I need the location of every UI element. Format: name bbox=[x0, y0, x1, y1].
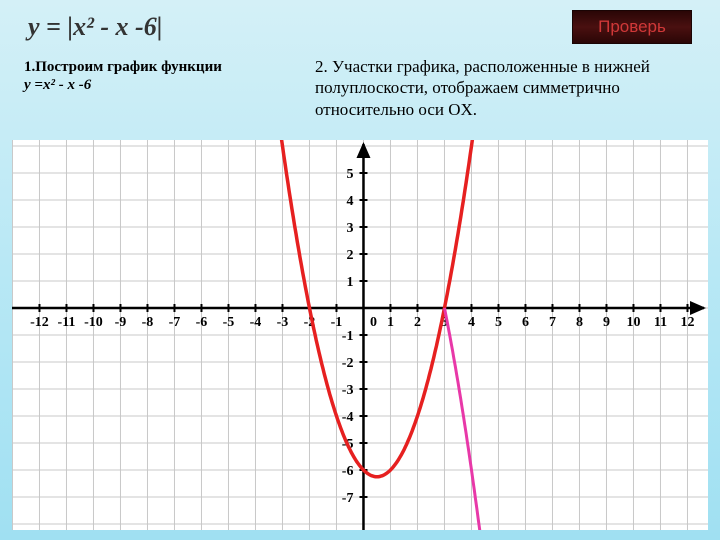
svg-text:3: 3 bbox=[346, 221, 353, 236]
svg-text:11: 11 bbox=[654, 315, 667, 330]
svg-text:5: 5 bbox=[495, 315, 502, 330]
svg-text:9: 9 bbox=[603, 315, 610, 330]
step1-prefix: 1.Построим график функции bbox=[24, 59, 222, 75]
main-formula: y = |x² - x -6| bbox=[28, 12, 162, 42]
svg-text:8: 8 bbox=[576, 315, 583, 330]
svg-text:0: 0 bbox=[370, 315, 377, 330]
chart-area: -12-11-10-9-8-7-6-5-4-3-2-11234567891011… bbox=[12, 140, 708, 530]
svg-text:-5: -5 bbox=[223, 315, 235, 330]
parabola-chart: -12-11-10-9-8-7-6-5-4-3-2-11234567891011… bbox=[12, 140, 708, 530]
svg-text:-10: -10 bbox=[84, 315, 103, 330]
svg-text:-4: -4 bbox=[250, 315, 262, 330]
svg-text:1: 1 bbox=[346, 275, 353, 290]
svg-text:-11: -11 bbox=[58, 315, 76, 330]
svg-text:-12: -12 bbox=[30, 315, 49, 330]
svg-text:-7: -7 bbox=[342, 491, 354, 506]
svg-text:4: 4 bbox=[346, 194, 353, 209]
check-button[interactable]: Проверь bbox=[572, 10, 692, 44]
svg-text:10: 10 bbox=[626, 315, 640, 330]
svg-text:-9: -9 bbox=[115, 315, 127, 330]
step1-formula: y =x² - x -6 bbox=[24, 77, 91, 93]
svg-text:-6: -6 bbox=[342, 464, 354, 479]
svg-text:2: 2 bbox=[414, 315, 421, 330]
step1-text: 1.Построим график функции y =x² - x -6 bbox=[24, 58, 294, 94]
svg-text:4: 4 bbox=[468, 315, 475, 330]
svg-text:-3: -3 bbox=[342, 383, 354, 398]
svg-text:7: 7 bbox=[549, 315, 556, 330]
svg-text:-2: -2 bbox=[342, 356, 354, 371]
svg-text:1: 1 bbox=[387, 315, 394, 330]
svg-text:-6: -6 bbox=[196, 315, 208, 330]
svg-text:5: 5 bbox=[346, 167, 353, 182]
svg-text:-1: -1 bbox=[331, 315, 343, 330]
svg-text:6: 6 bbox=[522, 315, 529, 330]
svg-text:-8: -8 bbox=[142, 315, 154, 330]
svg-text:2: 2 bbox=[346, 248, 353, 263]
svg-text:-3: -3 bbox=[277, 315, 289, 330]
step2-text: 2. Участки графика, расположенные в нижн… bbox=[315, 56, 720, 120]
svg-text:-4: -4 bbox=[342, 410, 354, 425]
svg-text:12: 12 bbox=[680, 315, 694, 330]
svg-text:-1: -1 bbox=[342, 329, 354, 344]
svg-text:-7: -7 bbox=[169, 315, 181, 330]
